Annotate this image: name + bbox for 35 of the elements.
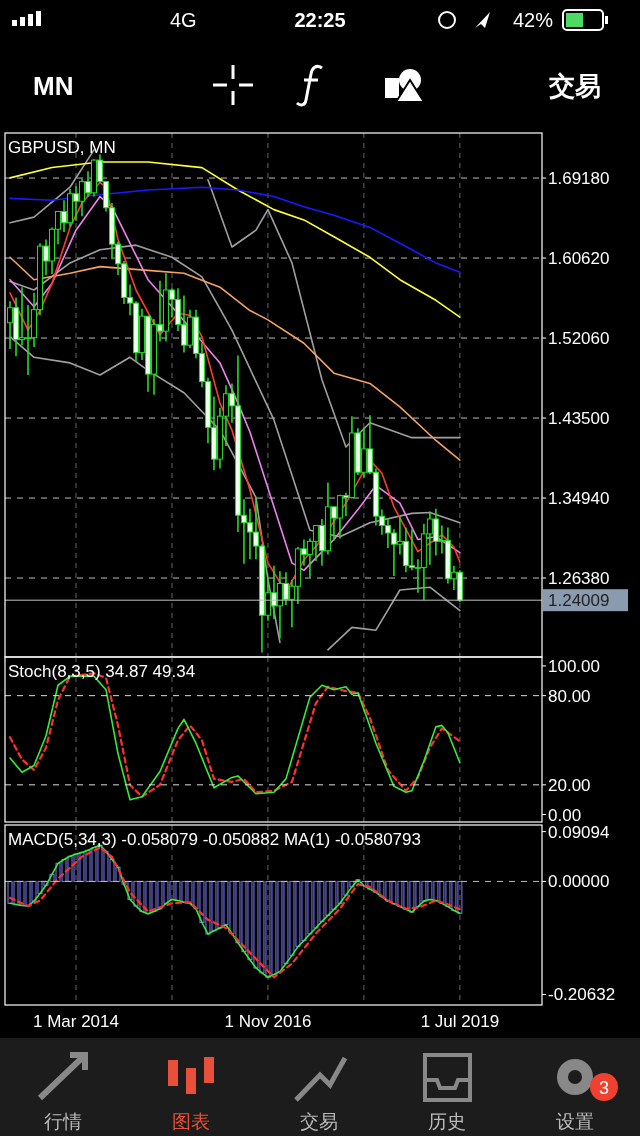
line-series [9,186,461,274]
y-tick-label: 80.00 [548,686,591,706]
chart-title: Stoch(8,3,5) 34.87 49.34 [8,662,196,681]
y-tick-label: 1.34940 [548,489,610,509]
text: 4G [170,9,197,31]
text: 设置 [556,1111,594,1132]
x-tick-label: 1 Mar 2014 [33,1012,119,1031]
text: 3 [598,1078,610,1098]
ref-line-label: 1.24009 [548,591,610,611]
y-tick-label: 1.43500 [548,409,610,429]
x-tick-label: 1 Jul 2019 [420,1012,500,1031]
y-tick-label: 20.00 [548,775,591,795]
text: 历史 [428,1111,466,1132]
chart-title: MACD(5,34,3) -0.058079 -0.050882 MA(1) -0.0580793 [8,830,421,849]
y-tick-label: 0.00000 [548,872,610,892]
text: 行情 [44,1111,82,1132]
text: 42% [512,9,554,31]
y-tick-label: 100.00 [548,656,600,676]
line-series [9,244,461,538]
y-tick-label: 1.60620 [548,249,610,269]
text: 图表 [172,1111,210,1132]
line-series [9,256,461,461]
x-tick-label: 1 Nov 2016 [224,1012,312,1031]
y-tick-label: 1.69180 [548,169,610,189]
text: 22:25 [294,9,346,31]
text: 交易 [548,71,601,101]
chart-title: GBPUSD, MN [8,138,116,157]
text: 交易 [300,1111,338,1132]
y-tick-label: 1.52060 [548,329,610,349]
y-tick-label: 1.26380 [548,569,610,589]
y-tick-label: 0.00 [548,805,582,825]
y-tick-label: 0.09094 [548,822,610,842]
line-series [9,161,461,318]
y-tick-label: -0.20632 [548,985,616,1005]
text: MN [33,71,74,101]
